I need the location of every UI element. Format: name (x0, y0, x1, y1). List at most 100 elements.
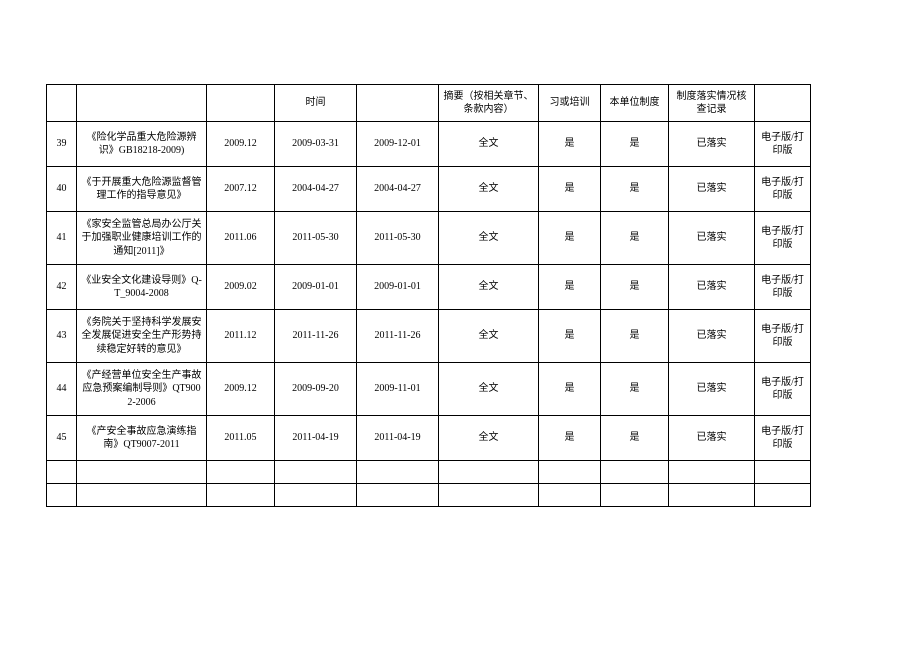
cell-blank (47, 461, 77, 484)
cell-blank (669, 484, 755, 507)
cell-check: 已落实 (669, 310, 755, 363)
col-header-5 (357, 85, 439, 122)
cell-date2: 2011-05-30 (357, 212, 439, 265)
cell-format: 电子版/打印版 (755, 212, 811, 265)
cell-blank (275, 484, 357, 507)
col-header-format (755, 85, 811, 122)
table-row: 44《产经营单位安全生产事故应急预案编制导则》QT9002-20062009.1… (47, 363, 811, 416)
cell-training: 是 (539, 363, 601, 416)
cell-summary: 全文 (439, 416, 539, 461)
regulation-table: 时间 摘要（按相关章节、条款内容） 习或培训 本单位制度 制度落实情况核查记录 … (46, 84, 811, 507)
cell-system: 是 (601, 310, 669, 363)
table-row: 40《于开展重大危险源监督管理工作的指导意见》2007.122004-04-27… (47, 167, 811, 212)
cell-blank (275, 461, 357, 484)
cell-no: 40 (47, 167, 77, 212)
cell-blank (357, 484, 439, 507)
cell-title: 《产安全事故应急演练指南》QT9007-2011 (77, 416, 207, 461)
cell-system: 是 (601, 122, 669, 167)
cell-date2: 2011-11-26 (357, 310, 439, 363)
cell-format: 电子版/打印版 (755, 167, 811, 212)
cell-blank (357, 461, 439, 484)
cell-title: 《务院关于坚持科学发展安全发展促进安全生产形势持续稳定好转的意见》 (77, 310, 207, 363)
table-row: 45《产安全事故应急演练指南》QT9007-20112011.052011-04… (47, 416, 811, 461)
cell-blank (77, 484, 207, 507)
cell-col3: 2009.12 (207, 363, 275, 416)
cell-title: 《家安全监管总局办公厅关于加强职业健康培训工作的通知[2011]》 (77, 212, 207, 265)
cell-summary: 全文 (439, 363, 539, 416)
cell-system: 是 (601, 212, 669, 265)
cell-date2: 2009-01-01 (357, 265, 439, 310)
cell-blank (669, 461, 755, 484)
cell-blank (755, 484, 811, 507)
table-header-row: 时间 摘要（按相关章节、条款内容） 习或培训 本单位制度 制度落实情况核查记录 (47, 85, 811, 122)
col-header-3 (207, 85, 275, 122)
cell-col3: 2011.06 (207, 212, 275, 265)
cell-blank (47, 484, 77, 507)
cell-blank (207, 484, 275, 507)
cell-blank (439, 484, 539, 507)
cell-blank (77, 461, 207, 484)
cell-format: 电子版/打印版 (755, 265, 811, 310)
cell-title: 《业安全文化建设导则》Q-T_9004-2008 (77, 265, 207, 310)
cell-training: 是 (539, 122, 601, 167)
cell-date1: 2004-04-27 (275, 167, 357, 212)
cell-format: 电子版/打印版 (755, 310, 811, 363)
table-row: 43《务院关于坚持科学发展安全发展促进安全生产形势持续稳定好转的意见》2011.… (47, 310, 811, 363)
cell-title: 《于开展重大危险源监督管理工作的指导意见》 (77, 167, 207, 212)
cell-col3: 2011.12 (207, 310, 275, 363)
col-header-title (77, 85, 207, 122)
col-header-training: 习或培训 (539, 85, 601, 122)
cell-date1: 2009-09-20 (275, 363, 357, 416)
cell-system: 是 (601, 363, 669, 416)
cell-format: 电子版/打印版 (755, 122, 811, 167)
cell-blank (439, 461, 539, 484)
cell-blank (601, 461, 669, 484)
cell-date1: 2011-04-19 (275, 416, 357, 461)
cell-col3: 2009.02 (207, 265, 275, 310)
cell-blank (755, 461, 811, 484)
cell-date2: 2009-12-01 (357, 122, 439, 167)
cell-date2: 2004-04-27 (357, 167, 439, 212)
cell-format: 电子版/打印版 (755, 363, 811, 416)
col-header-summary: 摘要（按相关章节、条款内容） (439, 85, 539, 122)
cell-date1: 2011-05-30 (275, 212, 357, 265)
cell-no: 39 (47, 122, 77, 167)
cell-date1: 2009-03-31 (275, 122, 357, 167)
cell-summary: 全文 (439, 212, 539, 265)
col-header-check: 制度落实情况核查记录 (669, 85, 755, 122)
cell-blank (539, 461, 601, 484)
cell-blank (601, 484, 669, 507)
cell-check: 已落实 (669, 122, 755, 167)
cell-date2: 2009-11-01 (357, 363, 439, 416)
cell-no: 44 (47, 363, 77, 416)
cell-training: 是 (539, 212, 601, 265)
cell-col3: 2007.12 (207, 167, 275, 212)
table-body: 时间 摘要（按相关章节、条款内容） 习或培训 本单位制度 制度落实情况核查记录 … (47, 85, 811, 507)
cell-date2: 2011-04-19 (357, 416, 439, 461)
table-row: 39《险化学品重大危险源辨识》GB18218-2009)2009.122009-… (47, 122, 811, 167)
table-row-blank (47, 484, 811, 507)
cell-check: 已落实 (669, 416, 755, 461)
cell-summary: 全文 (439, 167, 539, 212)
cell-training: 是 (539, 416, 601, 461)
cell-training: 是 (539, 310, 601, 363)
col-header-no (47, 85, 77, 122)
cell-training: 是 (539, 265, 601, 310)
cell-check: 已落实 (669, 212, 755, 265)
cell-summary: 全文 (439, 310, 539, 363)
col-header-time: 时间 (275, 85, 357, 122)
cell-title: 《险化学品重大危险源辨识》GB18218-2009) (77, 122, 207, 167)
cell-no: 43 (47, 310, 77, 363)
cell-col3: 2009.12 (207, 122, 275, 167)
cell-system: 是 (601, 416, 669, 461)
cell-format: 电子版/打印版 (755, 416, 811, 461)
cell-summary: 全文 (439, 265, 539, 310)
cell-blank (207, 461, 275, 484)
cell-check: 已落实 (669, 265, 755, 310)
cell-title: 《产经营单位安全生产事故应急预案编制导则》QT9002-2006 (77, 363, 207, 416)
cell-date1: 2011-11-26 (275, 310, 357, 363)
table-row-blank (47, 461, 811, 484)
cell-blank (539, 484, 601, 507)
cell-system: 是 (601, 167, 669, 212)
cell-check: 已落实 (669, 167, 755, 212)
